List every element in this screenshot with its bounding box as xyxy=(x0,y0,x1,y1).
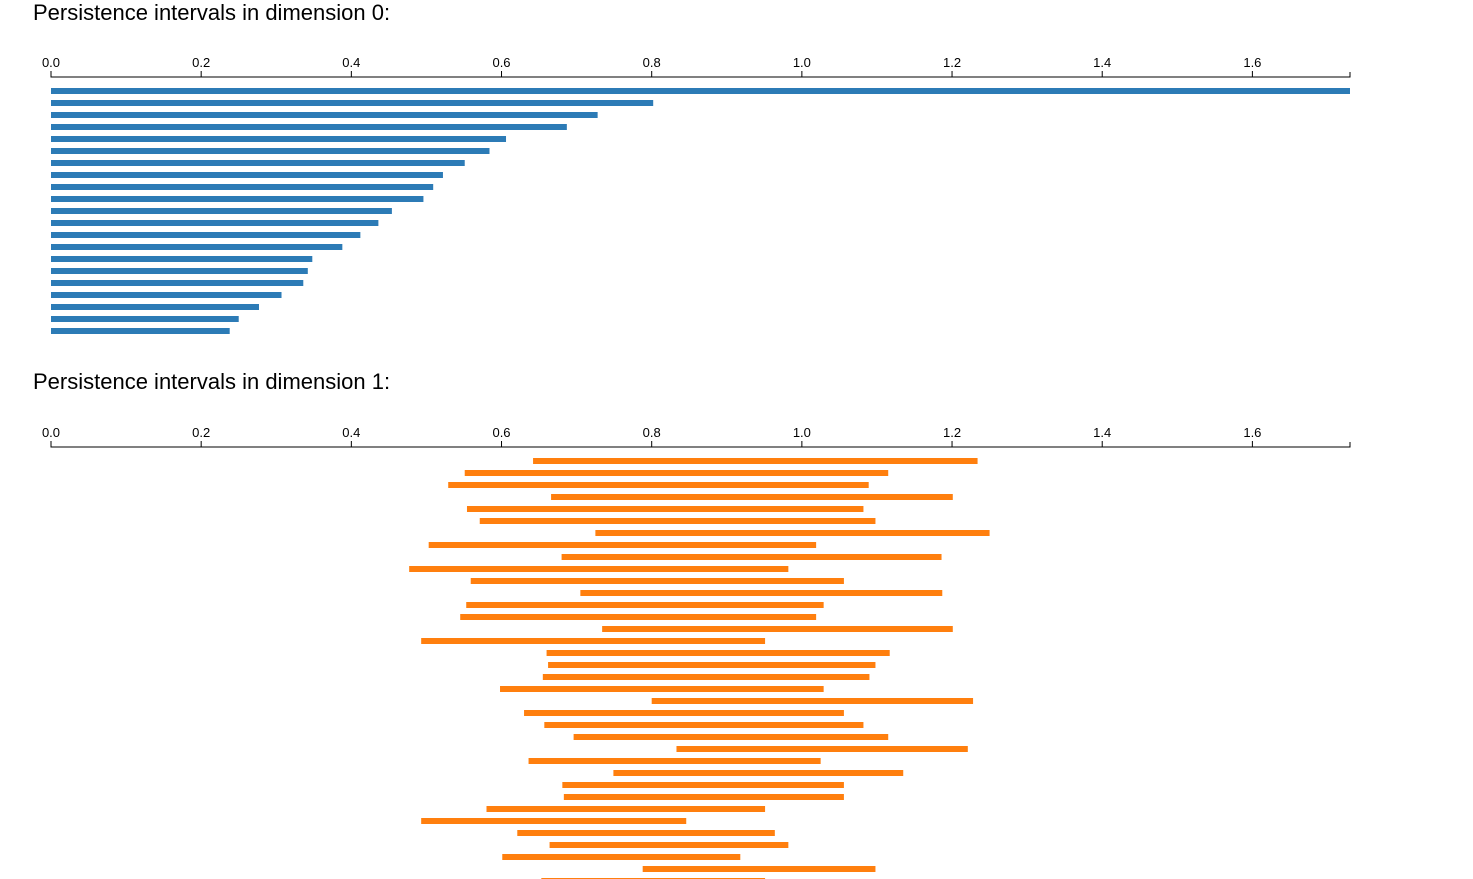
interval-bar-12 xyxy=(51,232,361,238)
x-tick-label-6: 1.2 xyxy=(943,425,961,440)
interval-bar-28 xyxy=(563,794,844,800)
interval-bar-2 xyxy=(51,112,598,118)
interval-bar-0 xyxy=(51,88,1350,94)
interval-bar-34 xyxy=(642,866,876,872)
x-tick-label-0: 0.0 xyxy=(42,425,60,440)
interval-bar-19 xyxy=(51,316,239,322)
interval-bar-18 xyxy=(51,304,259,310)
interval-bar-2 xyxy=(448,482,869,488)
x-axis: 0.0 0.2 0.4 0.6 0.8 1.0 1.2 1.4 1.6 xyxy=(42,55,1351,78)
interval-bar-20 xyxy=(651,698,974,704)
interval-bar-1 xyxy=(464,470,889,476)
interval-bars xyxy=(51,88,1350,334)
x-tick-label-2: 0.4 xyxy=(342,425,360,440)
x-tick-label-0: 0.0 xyxy=(42,55,60,70)
interval-bar-10 xyxy=(51,208,392,214)
interval-bar-13 xyxy=(51,244,343,250)
x-tick-label-4: 0.8 xyxy=(643,425,661,440)
interval-bar-22 xyxy=(544,722,864,728)
interval-bar-11 xyxy=(51,220,379,226)
interval-bar-12 xyxy=(466,602,824,608)
interval-bars xyxy=(409,458,990,879)
interval-bar-1 xyxy=(51,100,654,106)
interval-bar-20 xyxy=(51,328,230,334)
x-tick-label-5: 1.0 xyxy=(793,425,811,440)
interval-bar-14 xyxy=(602,626,953,632)
interval-bar-3 xyxy=(551,494,953,500)
interval-bar-17 xyxy=(51,292,282,298)
interval-bar-14 xyxy=(51,256,313,262)
interval-bar-24 xyxy=(676,746,968,752)
interval-bar-33 xyxy=(502,854,741,860)
interval-bar-6 xyxy=(595,530,990,536)
interval-bar-3 xyxy=(51,124,567,130)
interval-bar-8 xyxy=(51,184,434,190)
interval-bar-6 xyxy=(51,160,465,166)
interval-bar-11 xyxy=(580,590,943,596)
interval-bar-31 xyxy=(517,830,775,836)
interval-bar-0 xyxy=(533,458,978,464)
interval-bar-17 xyxy=(548,662,876,668)
interval-bar-27 xyxy=(562,782,844,788)
interval-bar-5 xyxy=(479,518,876,524)
interval-bar-18 xyxy=(542,674,870,680)
interval-bar-15 xyxy=(51,268,308,274)
x-tick-label-1: 0.2 xyxy=(192,425,210,440)
interval-bar-25 xyxy=(528,758,821,764)
interval-bar-7 xyxy=(428,542,817,548)
interval-bar-10 xyxy=(470,578,844,584)
interval-bar-16 xyxy=(51,280,304,286)
interval-bar-4 xyxy=(51,136,507,142)
x-tick-label-6: 1.2 xyxy=(943,55,961,70)
interval-bar-15 xyxy=(421,638,766,644)
x-tick-label-1: 0.2 xyxy=(192,55,210,70)
x-tick-label-4: 0.8 xyxy=(643,55,661,70)
persistence-chart-dimension-0: 0.0 0.2 0.4 0.6 0.8 1.0 1.2 1.4 1.6 xyxy=(42,55,1351,334)
x-axis: 0.0 0.2 0.4 0.6 0.8 1.0 1.2 1.4 1.6 xyxy=(42,425,1351,448)
interval-bar-4 xyxy=(466,506,864,512)
interval-bar-9 xyxy=(409,566,789,572)
x-tick-label-8: 1.6 xyxy=(1243,55,1261,70)
interval-bar-5 xyxy=(51,148,490,154)
interval-bar-16 xyxy=(546,650,890,656)
interval-bar-30 xyxy=(421,818,687,824)
interval-bar-26 xyxy=(613,770,904,776)
interval-bar-8 xyxy=(561,554,942,560)
interval-bar-9 xyxy=(51,196,424,202)
chart-title-dimension-1: Persistence intervals in dimension 1: xyxy=(33,369,391,394)
interval-bar-13 xyxy=(460,614,817,620)
chart-title-dimension-0: Persistence intervals in dimension 0: xyxy=(33,0,391,25)
interval-bar-29 xyxy=(486,806,766,812)
interval-bar-23 xyxy=(573,734,889,740)
interval-bar-32 xyxy=(549,842,789,848)
x-tick-label-3: 0.6 xyxy=(492,425,510,440)
x-tick-label-2: 0.4 xyxy=(342,55,360,70)
x-tick-label-3: 0.6 xyxy=(492,55,510,70)
persistence-chart-dimension-1: 0.0 0.2 0.4 0.6 0.8 1.0 1.2 1.4 1.6 xyxy=(42,425,1351,879)
interval-bar-21 xyxy=(524,710,844,716)
x-tick-label-7: 1.4 xyxy=(1093,55,1111,70)
x-tick-label-7: 1.4 xyxy=(1093,425,1111,440)
interval-bar-7 xyxy=(51,172,443,178)
x-tick-label-5: 1.0 xyxy=(793,55,811,70)
x-tick-label-8: 1.6 xyxy=(1243,425,1261,440)
interval-bar-19 xyxy=(500,686,824,692)
